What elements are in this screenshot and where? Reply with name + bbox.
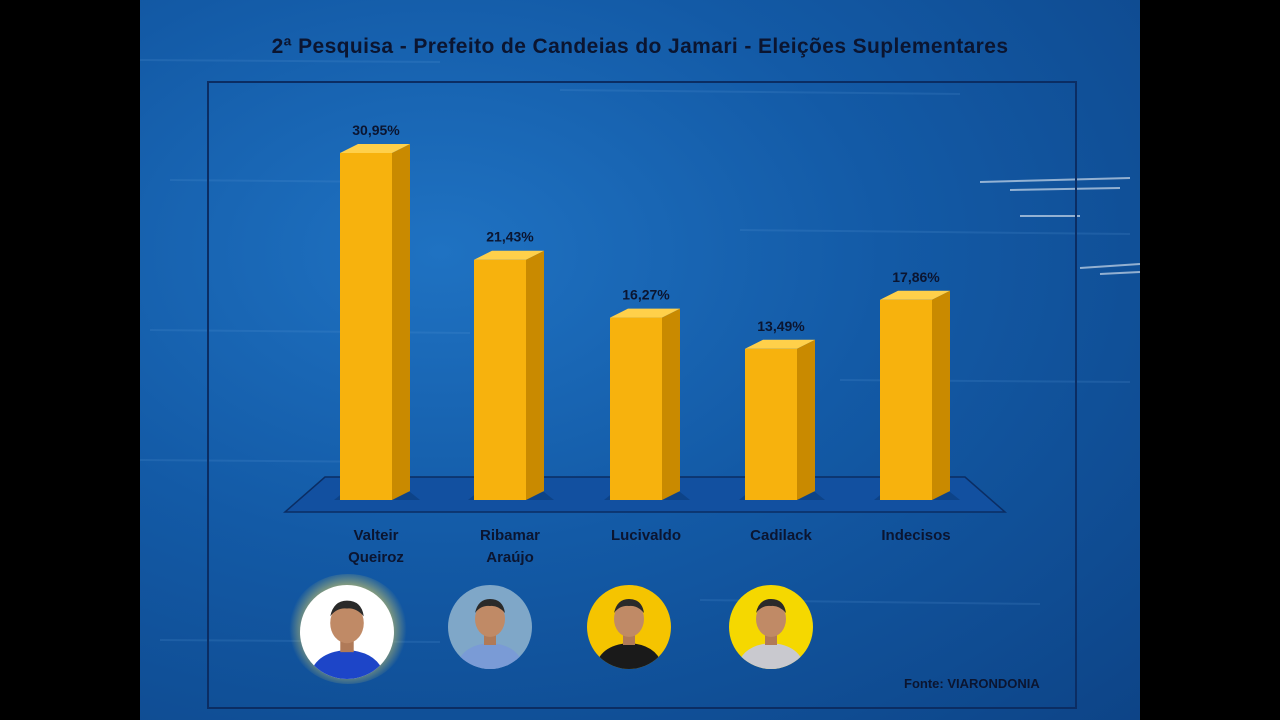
bar-side-2 [662,308,680,500]
candidate-photo-ribamar-icon [448,585,532,669]
source-credit: Fonte: VIARONDONIA [904,676,1040,691]
bar-chart: 30,95% Valteir Queiroz 21,43% Ribamar Araújo 1… [283,122,1007,566]
bar-top-4 [880,290,950,300]
bar-value-label-2: 16,27% [622,287,670,303]
bar-side-3 [797,339,815,500]
bar-2 [610,317,662,500]
category-label-3-0: Cadilack [750,527,812,544]
bar-value-label-0: 30,95% [352,122,400,138]
bar-4 [880,299,932,500]
bar-0 [340,153,392,500]
candidate-photo-lucivaldo-icon [587,585,671,669]
bar-side-0 [392,144,410,500]
bar-value-label-1: 21,43% [486,229,534,245]
bar-top-0 [340,144,410,153]
category-label-1-0: Ribamar [480,527,540,544]
bar-top-3 [745,339,815,349]
bar-3 [745,348,797,500]
category-label-2-0: Lucivaldo [611,527,681,544]
bar-top-1 [474,250,544,260]
chart-title: 2ª Pesquisa - Prefeito de Candeias do Ja… [271,35,1009,58]
bar-top-2 [610,308,680,318]
category-label-0-0: Valteir [353,527,398,544]
bar-1 [474,259,526,500]
candidate-photo-cadilack-icon [729,585,813,669]
bar-side-1 [526,250,544,500]
category-label-0-1: Queiroz [348,549,404,566]
chart-frame [207,81,1077,709]
chart-panel: 2ª Pesquisa - Prefeito de Candeias do Ja… [140,0,1140,720]
category-label-1-1: Araújo [486,549,534,566]
candidate-photo-valteir-icon [300,585,394,679]
bar-value-label-4: 17,86% [892,269,940,285]
bar-value-label-3: 13,49% [757,318,805,334]
category-label-4-0: Indecisos [881,527,950,544]
bar-side-4 [932,290,950,500]
